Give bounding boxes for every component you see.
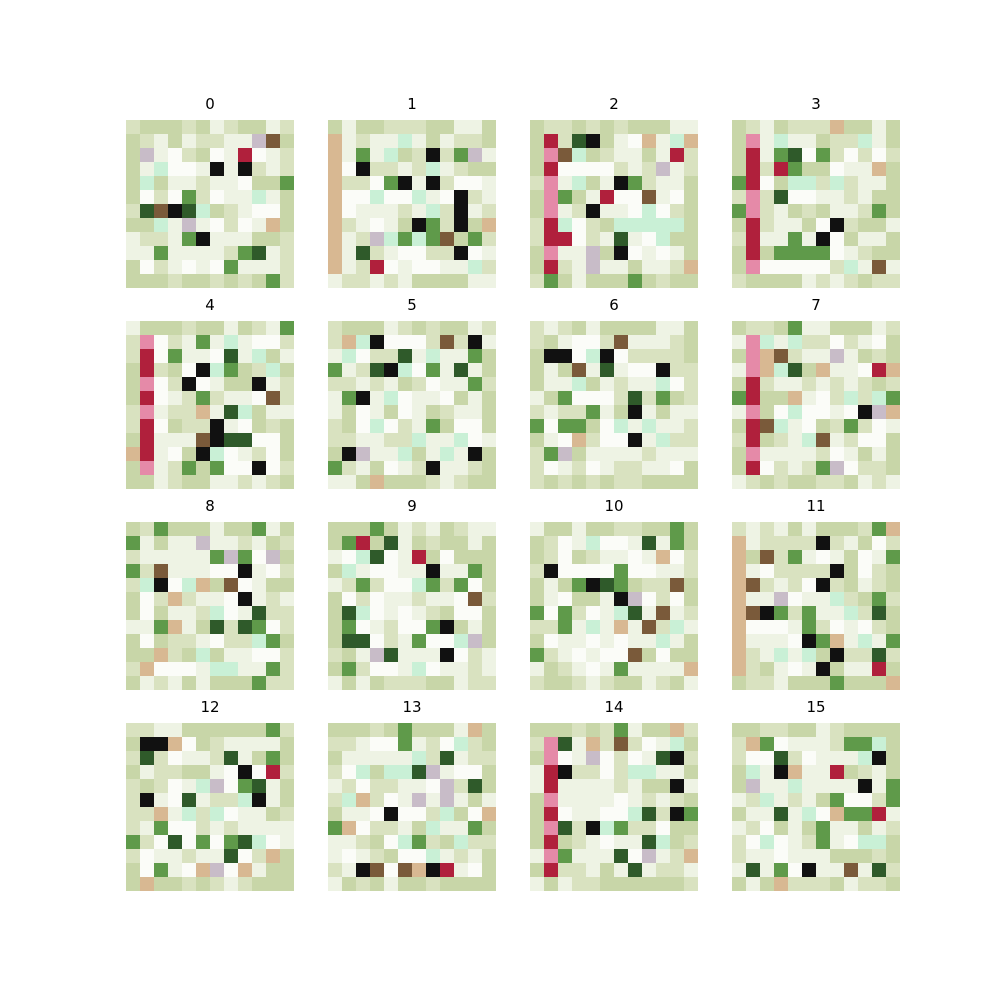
panel-title: 12	[200, 698, 220, 716]
panel-title: 6	[609, 296, 619, 314]
generated-image-tile	[530, 522, 698, 690]
generated-image-tile	[328, 522, 496, 690]
generated-image-tile	[126, 723, 294, 891]
image-panel-2: 2	[530, 95, 698, 288]
panel-title: 4	[205, 296, 215, 314]
image-panel-8: 8	[126, 497, 294, 690]
generated-image-tile	[126, 321, 294, 489]
panel-title: 10	[604, 497, 624, 515]
panel-title: 7	[811, 296, 821, 314]
panel-title: 8	[205, 497, 215, 515]
image-panel-15: 15	[732, 698, 900, 891]
panel-title: 1	[407, 95, 417, 113]
panel-title: 5	[407, 296, 417, 314]
image-panel-11: 11	[732, 497, 900, 690]
image-panel-3: 3	[732, 95, 900, 288]
generated-image-tile	[732, 522, 900, 690]
panel-title: 13	[402, 698, 422, 716]
generated-image-tile	[732, 120, 900, 288]
panel-title: 15	[806, 698, 826, 716]
image-panel-4: 4	[126, 296, 294, 489]
panel-title: 2	[609, 95, 619, 113]
image-panel-6: 6	[530, 296, 698, 489]
panel-title: 14	[604, 698, 624, 716]
generated-image-tile	[732, 723, 900, 891]
panel-title: 3	[811, 95, 821, 113]
image-panel-0: 0	[126, 95, 294, 288]
panel-title: 11	[806, 497, 826, 515]
image-panel-5: 5	[328, 296, 496, 489]
image-panel-7: 7	[732, 296, 900, 489]
generated-image-tile	[126, 522, 294, 690]
generated-image-tile	[328, 321, 496, 489]
panel-title: 0	[205, 95, 215, 113]
generated-image-tile	[530, 321, 698, 489]
generated-image-tile	[328, 120, 496, 288]
image-panel-9: 9	[328, 497, 496, 690]
generated-image-tile	[530, 120, 698, 288]
image-panel-14: 14	[530, 698, 698, 891]
generated-image-tile	[126, 120, 294, 288]
image-panel-12: 12	[126, 698, 294, 891]
image-panel-13: 13	[328, 698, 496, 891]
image-panel-1: 1	[328, 95, 496, 288]
generated-image-tile	[328, 723, 496, 891]
image-panel-10: 10	[530, 497, 698, 690]
generated-image-tile	[530, 723, 698, 891]
generated-image-tile	[732, 321, 900, 489]
panel-title: 9	[407, 497, 417, 515]
